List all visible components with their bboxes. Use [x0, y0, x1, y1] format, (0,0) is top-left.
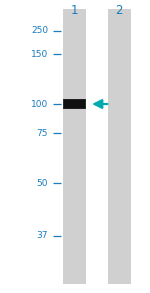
- Bar: [64, 99, 85, 109]
- Text: 100: 100: [31, 100, 48, 108]
- Bar: [108, 9, 130, 284]
- Text: 2: 2: [116, 4, 123, 17]
- Bar: [63, 99, 86, 109]
- Text: 150: 150: [31, 50, 48, 59]
- Bar: [63, 9, 86, 284]
- Bar: [64, 100, 85, 108]
- Text: 250: 250: [31, 26, 48, 35]
- Text: 75: 75: [36, 129, 48, 138]
- Text: 37: 37: [36, 231, 48, 240]
- Text: 1: 1: [70, 4, 78, 17]
- Text: 50: 50: [36, 179, 48, 188]
